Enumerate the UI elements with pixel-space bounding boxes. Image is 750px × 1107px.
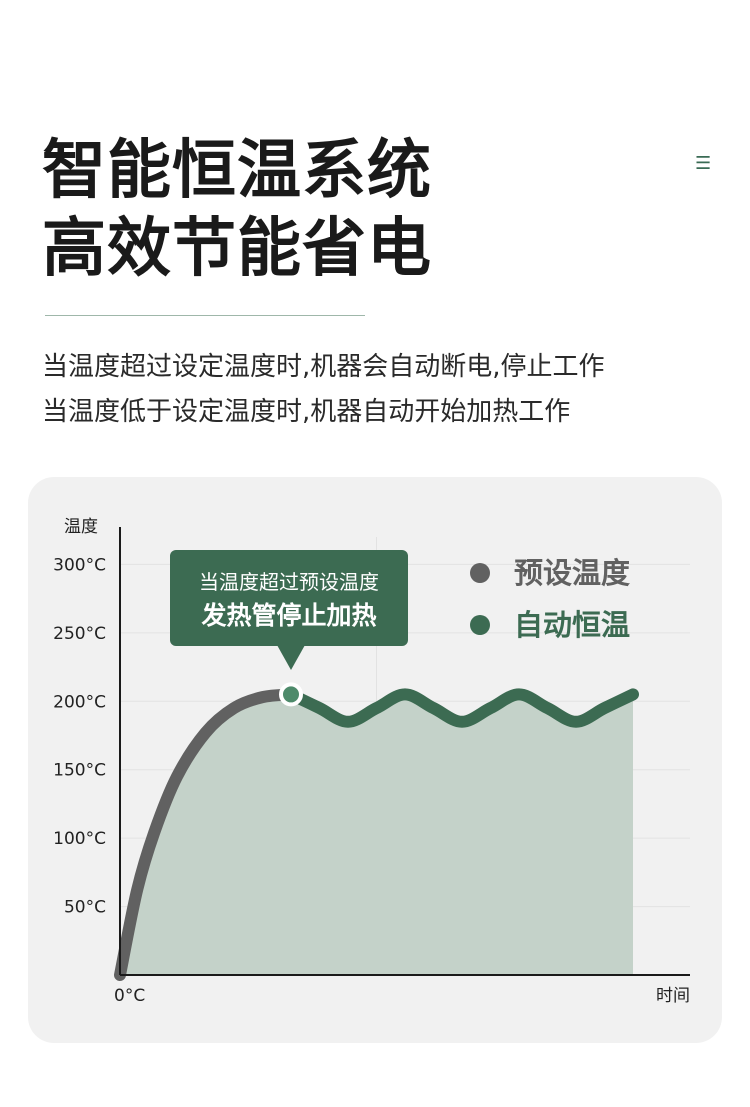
threshold-marker	[279, 682, 303, 707]
legend-dot-preset	[470, 563, 490, 583]
description-line-2: 当温度低于设定温度时,机器自动开始加热工作	[42, 397, 571, 427]
callout-box	[170, 550, 408, 646]
temperature-chart: 温度 时间 0°C 50°C100°C150°C200°C250°C300°C …	[53, 517, 690, 1006]
y-tick-label: 100°C	[53, 829, 106, 849]
area-fill	[120, 694, 633, 975]
series-preset-curve	[114, 688, 297, 981]
callout-tooltip: 当温度超过预设温度 发热管停止加热	[170, 550, 408, 670]
y-tick-label: 200°C	[53, 692, 106, 712]
y-tick-label: 150°C	[53, 761, 106, 781]
title-line-2: 高效节能省电	[42, 212, 432, 286]
y-tick-label: 250°C	[53, 624, 106, 644]
legend-label-preset: 预设温度	[514, 556, 630, 590]
title-line-1: 智能恒温系统	[42, 134, 432, 208]
series-auto-curve	[285, 688, 639, 728]
y-axis-label: 温度	[64, 517, 98, 537]
menu-icon[interactable]: ☰	[695, 153, 712, 174]
legend: 预设温度 自动恒温	[470, 556, 630, 642]
y-tick-label: 300°C	[53, 555, 106, 575]
callout-arrow	[277, 645, 305, 670]
callout-line-2: 发热管停止加热	[200, 601, 376, 630]
x-axis-label: 时间	[656, 986, 690, 1006]
callout-line-1: 当温度超过预设温度	[199, 570, 379, 594]
page-title: 智能恒温系统 高效节能省电	[42, 132, 432, 288]
chart-card: 温度 时间 0°C 50°C 100°C 150°C 200°C 250°C 300°C …	[28, 477, 722, 1043]
legend-dot-auto	[470, 615, 490, 635]
origin-label: 0°C	[114, 986, 145, 1006]
title-divider	[45, 315, 365, 316]
y-tick-label: 50°C	[64, 898, 106, 918]
description-line-1: 当温度超过设定温度时,机器会自动断电,停止工作	[42, 352, 605, 382]
legend-label-auto: 自动恒温	[514, 608, 630, 642]
